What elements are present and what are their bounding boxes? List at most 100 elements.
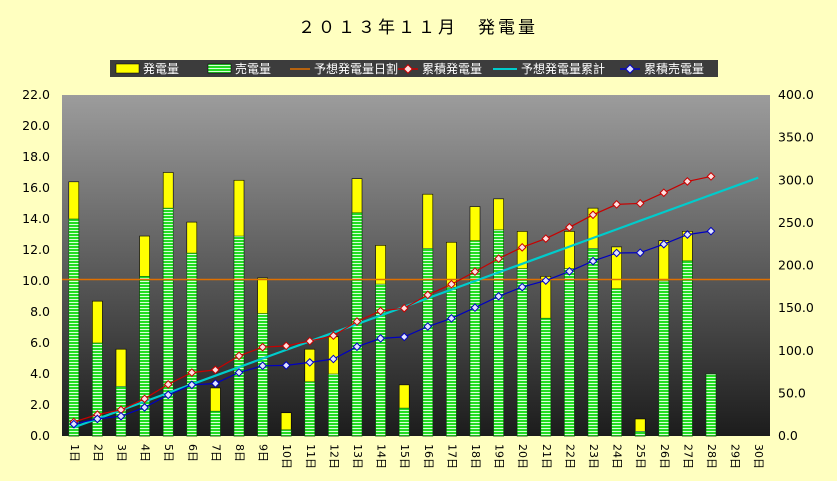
x-tick-label: 9日 <box>257 444 270 462</box>
cumulative-generation-point <box>565 222 574 232</box>
cumulative-generation-point <box>376 306 385 316</box>
bar-sell <box>705 373 717 437</box>
bar-sell <box>398 407 410 437</box>
bar-sell <box>280 429 292 437</box>
y-axis-left: 0.0 2.0 4.0 6.0 8.0 10.0 12.0 14.0 16.0 18.0 20.0 2… <box>22 87 50 443</box>
cumulative-generation-point <box>635 199 645 208</box>
legend-label-forecast-daily: 予想発電量日割 <box>314 61 398 76</box>
x-tick-label: 14日 <box>375 444 388 469</box>
cumulative-generation-point <box>234 351 244 361</box>
cumulative-sell-point <box>565 267 574 276</box>
legend-label-cumulative-generation: 累積発電量 <box>422 61 482 76</box>
cumulative-sell-point <box>140 403 149 412</box>
x-tick-label: 5日 <box>162 444 175 462</box>
cumulative-generation-point <box>588 210 598 220</box>
bar-sell <box>162 207 174 437</box>
x-tick-label: 27日 <box>681 444 694 469</box>
y-tick-label: 22.0 <box>22 87 50 102</box>
cumulative-sell-point <box>211 379 220 388</box>
cumulative-generation-point <box>659 188 669 198</box>
x-tick-label: 16日 <box>422 444 435 469</box>
bar-sell <box>139 276 150 437</box>
cumulative-generation-point <box>281 341 291 351</box>
x-tick-label: 4日 <box>139 444 152 462</box>
x-tick-label: 15日 <box>398 444 411 469</box>
bar-sell <box>186 252 198 437</box>
legend-label-generation: 発電量 <box>143 62 179 76</box>
x-axis: 1日 2日 3日 4日 5日 6日 7日 8日 9日 10日 11日 12日 13日 14日 15日 16日 1… <box>68 444 765 469</box>
legend-label-forecast-cumulative: 予想発電量累計 <box>521 61 605 76</box>
bar-sell <box>469 240 481 437</box>
y-tick-label: 4.0 <box>30 366 50 381</box>
chart-title: ２０１３年１１月 発電量 <box>298 18 538 38</box>
y2-tick-label: 300.0 <box>778 172 814 187</box>
cumulative-sell-point <box>659 239 669 249</box>
legend-swatch-generation <box>115 63 140 74</box>
cumulative-sell-point <box>258 361 268 371</box>
bar-sell <box>422 248 434 437</box>
cumulative-sell-point <box>329 354 338 364</box>
y-tick-label: 16.0 <box>22 180 50 195</box>
y2-tick-label: 200.0 <box>778 258 814 273</box>
cumulative-generation-point <box>470 267 480 277</box>
y2-tick-label: 100.0 <box>778 343 814 358</box>
forecast-cumulative-line <box>73 176 759 429</box>
cumulative-generation-point <box>541 234 551 243</box>
bar-sell <box>328 373 339 437</box>
cumulative-generation-point <box>140 394 149 404</box>
cumulative-generation-point <box>517 242 527 252</box>
y-tick-label: 10.0 <box>22 273 50 288</box>
legend-marker-cumulative-sell <box>625 64 635 74</box>
x-tick-label: 30日 <box>752 444 765 469</box>
bar-sell <box>375 283 386 437</box>
x-tick-label: 19日 <box>493 444 506 469</box>
cumulative-generation-point <box>447 279 456 289</box>
x-tick-label: 28日 <box>705 444 718 469</box>
cumulative-sell-point <box>683 230 692 239</box>
x-tick-label: 18日 <box>469 444 482 469</box>
x-tick-label: 25日 <box>634 444 647 469</box>
cumulative-generation-point <box>682 177 692 186</box>
cumulative-sell-point <box>588 256 598 266</box>
x-tick-label: 8日 <box>233 444 246 462</box>
cumulative-sell-point <box>612 248 622 258</box>
x-tick-label: 2日 <box>91 444 104 462</box>
cumulative-generation-point <box>494 254 503 263</box>
cumulative-sell-point <box>447 313 456 323</box>
bar-sell <box>68 218 80 437</box>
x-tick-label: 3日 <box>115 444 128 462</box>
cumulative-sell-point <box>352 342 362 352</box>
cumulative-generation-point <box>352 317 362 326</box>
bar-sell <box>493 229 504 437</box>
cumulative-sell-point <box>494 291 504 301</box>
cumulative-sell-point <box>187 380 197 390</box>
x-tick-label: 12日 <box>327 444 340 469</box>
cumulative-sell-point <box>163 390 173 400</box>
bar-sell <box>540 317 552 437</box>
x-tick-label: 10日 <box>280 444 293 469</box>
cumulative-sell-point <box>69 419 79 429</box>
cumulative-sell-point <box>305 358 315 367</box>
cumulative-sell-point <box>92 414 102 424</box>
y-tick-label: 0.0 <box>30 428 50 443</box>
bar-sell <box>210 410 221 437</box>
x-tick-label: 23日 <box>587 444 600 469</box>
cumulative-generation-point <box>399 303 409 313</box>
bar-sell <box>587 248 599 437</box>
y-tick-label: 20.0 <box>22 118 50 133</box>
cumulative-sell-point <box>399 332 409 342</box>
x-tick-label: 21日 <box>540 444 553 469</box>
legend-label-cumulative-sell: 累積売電量 <box>644 61 704 76</box>
cumulative-sell-point <box>116 411 126 421</box>
x-tick-label: 29日 <box>729 444 742 469</box>
y-axis-right: 0.0 50.0 100.0 150.0 200.0 250.0 300.0 350.0 400… <box>778 87 814 443</box>
bar-sell <box>446 286 457 437</box>
cumulative-generation-line <box>73 175 712 423</box>
bar-sell <box>658 280 670 437</box>
bar-sell <box>304 381 316 437</box>
cumulative-sell-point <box>541 276 551 285</box>
cumulative-generation-point <box>305 336 315 346</box>
bar-sell <box>257 313 268 437</box>
y2-tick-label: 50.0 <box>778 385 806 400</box>
